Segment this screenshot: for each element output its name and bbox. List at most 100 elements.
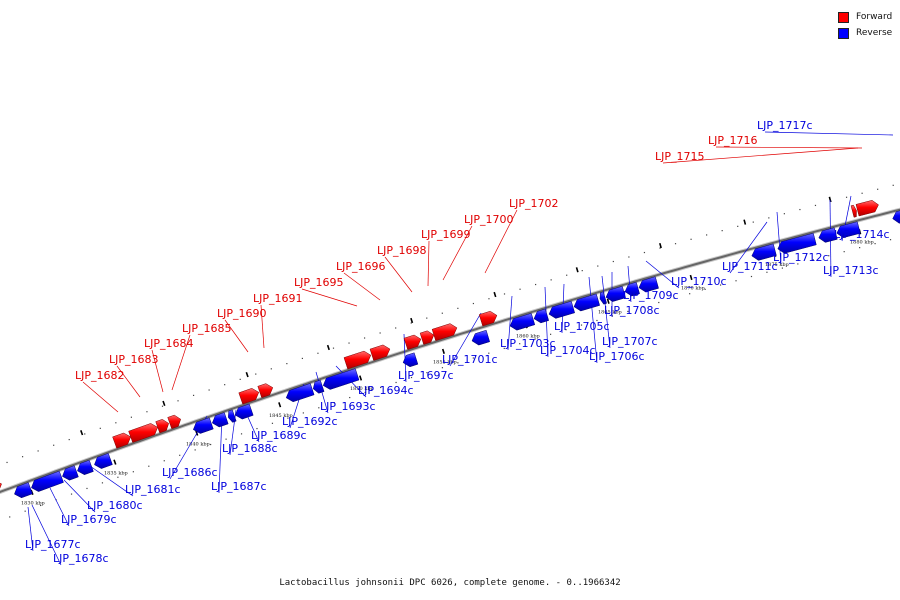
minor-dot [752,221,754,223]
leader-line [544,286,549,358]
leader-line [484,209,518,274]
reverse-gene [285,383,315,403]
minor-dot [519,343,521,345]
reverse-gene [211,412,229,428]
gene-label: LJP_1705c [554,320,610,333]
forward-gene [112,432,132,449]
major-tick [441,348,445,355]
tick-label: 1870 kbp [681,285,705,291]
minor-dot [395,327,397,329]
major-tick [278,402,282,408]
minor-dot [596,319,598,322]
major-tick [606,298,610,304]
minor-dot [704,288,706,290]
legend-label-forward: Forward [856,12,893,22]
minor-dot [68,438,70,441]
legend: Forward Reverse [838,9,900,41]
minor-dot [597,265,599,267]
minor-dot [783,213,785,215]
reverse-gene [94,452,113,469]
gene-label: LJP_1699 [421,228,471,241]
major-tick [326,344,330,351]
minor-dot [441,312,443,314]
major-tick [359,375,363,381]
minor-dot [379,332,381,334]
gene-label: LJP_1688c [222,442,278,455]
gene-label: LJP_1711c [722,260,778,273]
gene-label: LJP_1685 [182,322,232,335]
minor-dot [286,363,288,365]
minor-dot [301,357,303,360]
minor-dot [799,208,801,211]
minor-dot [333,402,335,404]
minor-dot [488,352,490,354]
minor-dot [441,367,444,369]
reverse-gene [624,281,640,297]
gene-label: LJP_1678c [53,552,109,565]
reverse-gene [892,210,900,224]
reverse-gene [777,232,817,254]
minor-dot [488,298,490,300]
minor-dot [332,347,335,349]
minor-dot [845,196,848,198]
minor-dot [194,449,196,451]
gene-label: LJP_1701c [442,353,498,366]
forward-gene [369,344,391,361]
leader-line [764,131,894,136]
minor-dot [612,260,614,263]
leader-line [31,504,62,566]
leader-line [645,260,680,289]
reverse-gene [836,221,861,238]
gene-label: LJP_1695 [294,276,344,289]
reverse-gene [818,227,838,243]
minor-dot [737,225,739,227]
gene-label: LJP_1700 [464,213,514,226]
gene-label: LJP_1677c [25,538,81,551]
legend-label-reverse: Reverse [856,28,893,38]
reverse-gene [192,417,214,434]
minor-dot [472,357,474,359]
reverse-gene [14,482,33,499]
minor-dot [503,293,506,295]
gene-label: LJP_1703c [500,337,556,350]
minor-dot [117,476,119,478]
leader-line [315,371,329,414]
tick-label: 1835 kbp [104,470,128,476]
minor-dot [874,243,876,245]
major-tick [80,430,84,436]
minor-dot [892,184,894,186]
minor-dot [861,192,863,194]
minor-dot [581,270,583,272]
minor-dot [877,188,879,190]
minor-dot [410,376,413,379]
gene-label: LJP_1684 [144,337,194,350]
minor-dot [364,391,366,394]
reverse-gene [533,308,550,324]
major-tick [245,371,249,378]
minor-dot [271,422,274,424]
minor-dot [859,247,861,249]
gene-label: LJP_1683 [109,353,159,366]
leader-line [89,465,134,497]
leader-line [151,349,164,393]
reverse-gene [312,379,325,394]
minor-dot [472,302,475,305]
minor-dot [410,322,412,324]
gene-labels: LJP_1682 LJP_1683 LJP_1684 LJP_1685 LJP_1690… [25,119,890,565]
forward-gene [238,388,260,405]
minor-dot [270,368,272,370]
minor-dot [659,247,661,249]
minor-dot [210,443,212,446]
minor-dot [70,493,73,495]
minor-dot [812,259,814,261]
forward-gene [155,419,169,434]
leader-line [507,295,513,351]
reverse-gene [638,276,659,293]
leader-line [171,334,191,391]
major-tick [689,274,693,281]
tick-label: 1850 kbp [350,386,374,392]
minor-dot [534,338,536,340]
gene-label: LJP_1691 [253,292,303,305]
minor-dot [534,283,537,286]
